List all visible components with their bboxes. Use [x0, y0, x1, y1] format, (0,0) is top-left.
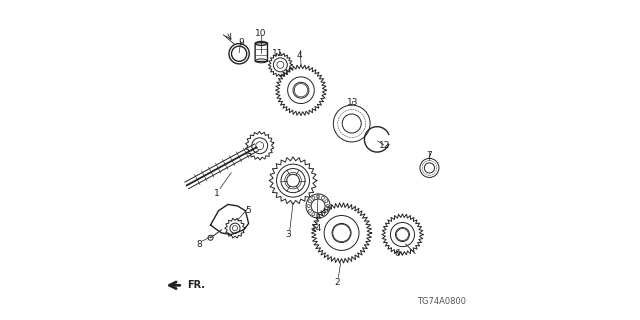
- Text: 3: 3: [285, 230, 291, 239]
- Text: 7: 7: [426, 151, 432, 160]
- Text: 4: 4: [296, 51, 302, 60]
- Text: 13: 13: [347, 99, 358, 108]
- Text: 6: 6: [395, 249, 401, 258]
- Text: 1: 1: [214, 189, 220, 198]
- Text: 12: 12: [379, 141, 390, 150]
- Text: 5: 5: [246, 206, 252, 215]
- Text: 10: 10: [255, 28, 266, 38]
- Text: 11: 11: [273, 49, 284, 58]
- Text: FR.: FR.: [188, 280, 205, 290]
- Text: 8: 8: [196, 240, 202, 249]
- Text: 9: 9: [239, 38, 244, 47]
- Text: 14: 14: [310, 224, 322, 233]
- Text: TG74A0800: TG74A0800: [417, 297, 466, 306]
- Text: 2: 2: [335, 278, 340, 287]
